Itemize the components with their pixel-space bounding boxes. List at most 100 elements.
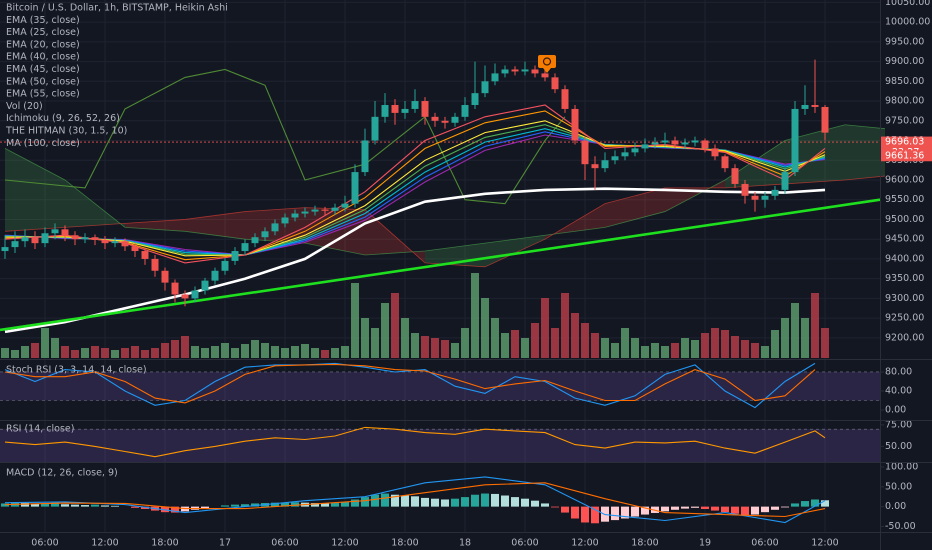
- candle-body: [771, 189, 779, 196]
- volume-bar: [381, 303, 389, 358]
- candle-body: [71, 235, 79, 240]
- x-tick-label: 18: [459, 538, 471, 549]
- volume-bar: [211, 346, 219, 358]
- indicator-label: EMA (25, close): [6, 27, 80, 38]
- y-tick-label: 9250.00: [885, 313, 924, 324]
- price-label-box: [881, 150, 932, 162]
- histogram-bar: [721, 506, 729, 513]
- histogram-bar: [621, 506, 629, 519]
- volume-bar: [531, 323, 539, 358]
- histogram-bar: [761, 506, 769, 513]
- volume-bar: [631, 338, 639, 358]
- candle-body: [411, 101, 419, 109]
- candle-body: [801, 104, 809, 109]
- histogram-bar: [571, 506, 579, 519]
- candle-body: [191, 290, 199, 299]
- histogram-bar: [381, 493, 389, 507]
- y-tick-label: 9200.00: [885, 332, 924, 343]
- candle-body: [751, 195, 759, 200]
- x-tick-label: 18:00: [151, 538, 178, 549]
- cloud-segment: [185, 211, 245, 240]
- band: [0, 371, 880, 401]
- candle-body: [241, 243, 249, 252]
- y-tick-label: 10050.00: [885, 0, 930, 8]
- indicator-label: EMA (45, close): [6, 64, 80, 75]
- chart-title: Bitcoin / U.S. Dollar, 1h, BITSTAMP, Hei…: [6, 3, 228, 14]
- volume-bar: [121, 348, 129, 358]
- histogram-bar: [781, 506, 789, 508]
- histogram-bar: [771, 506, 779, 510]
- histogram-bar: [131, 506, 139, 508]
- panel-title: Stoch RSI (3, 3, 14, 14, close): [6, 365, 147, 376]
- volume-bar: [451, 343, 459, 358]
- indicator-line: [4, 363, 816, 404]
- y-tick-label: 9900.00: [885, 56, 924, 67]
- candle-body: [81, 237, 89, 240]
- volume-bar: [651, 343, 659, 358]
- volume-bar: [341, 346, 349, 358]
- histogram-bar: [701, 506, 709, 509]
- histogram-bar: [411, 496, 419, 507]
- volume-bar: [361, 318, 369, 358]
- histogram-bar: [521, 498, 529, 507]
- volume-bar: [61, 346, 69, 358]
- indicator-label: Ichimoku (9, 26, 52, 26): [6, 113, 120, 124]
- candle-body: [531, 69, 539, 74]
- candle-body: [41, 233, 49, 244]
- volume-bar: [51, 338, 59, 358]
- candle-body: [471, 93, 479, 105]
- y-tick-label: 9800.00: [885, 96, 924, 107]
- histogram-bar: [101, 505, 109, 507]
- volume-bar: [771, 330, 779, 358]
- indicator-line: [4, 187, 826, 334]
- candle-body: [791, 108, 799, 173]
- candle-body: [441, 120, 449, 123]
- candle-body: [661, 140, 669, 143]
- volume-bar: [351, 283, 359, 358]
- indicator-line: [4, 68, 566, 205]
- candle-body: [621, 152, 629, 157]
- volume-bar: [241, 344, 249, 358]
- histogram-bar: [451, 498, 459, 507]
- histogram-bar: [541, 503, 549, 507]
- histogram-bar: [801, 501, 809, 507]
- candle-body: [561, 89, 569, 109]
- histogram-bar: [641, 506, 649, 515]
- x-tick-label: 06:00: [511, 538, 538, 549]
- candle-body: [431, 116, 439, 121]
- volume-bar: [291, 346, 299, 358]
- candle-body: [551, 77, 559, 90]
- histogram-bar: [331, 503, 339, 507]
- candle-body: [1, 247, 9, 252]
- volume-bar: [71, 350, 79, 358]
- histogram-bar: [71, 504, 79, 507]
- histogram-bar: [201, 506, 209, 509]
- candle-body: [11, 241, 19, 248]
- candle-body: [731, 168, 739, 184]
- panel-title: RSI (14, close): [6, 424, 74, 435]
- histogram-bar: [361, 497, 369, 507]
- histogram-bar: [581, 506, 589, 523]
- candle-body: [221, 260, 229, 271]
- volume-bar: [271, 346, 279, 358]
- candle-body: [451, 116, 459, 123]
- x-tick-label: 06:00: [31, 538, 58, 549]
- x-tick-label: 12:00: [811, 538, 838, 549]
- cloud-segment: [485, 235, 545, 267]
- volume-bar: [281, 348, 289, 358]
- candle-body: [631, 148, 639, 153]
- candle-body: [101, 239, 109, 244]
- candle-body: [521, 69, 529, 72]
- candle-body: [181, 294, 189, 299]
- volume-bar: [691, 340, 699, 358]
- candle-body: [681, 142, 689, 145]
- histogram-bar: [731, 506, 739, 514]
- x-tick-label: 06:00: [751, 538, 778, 549]
- volume-bar: [681, 338, 689, 358]
- candle-body: [571, 108, 579, 141]
- candle-body: [351, 172, 359, 204]
- histogram-bar: [311, 503, 319, 507]
- candle-body: [741, 183, 749, 196]
- candle-body: [691, 140, 699, 143]
- histogram-bar: [821, 500, 829, 507]
